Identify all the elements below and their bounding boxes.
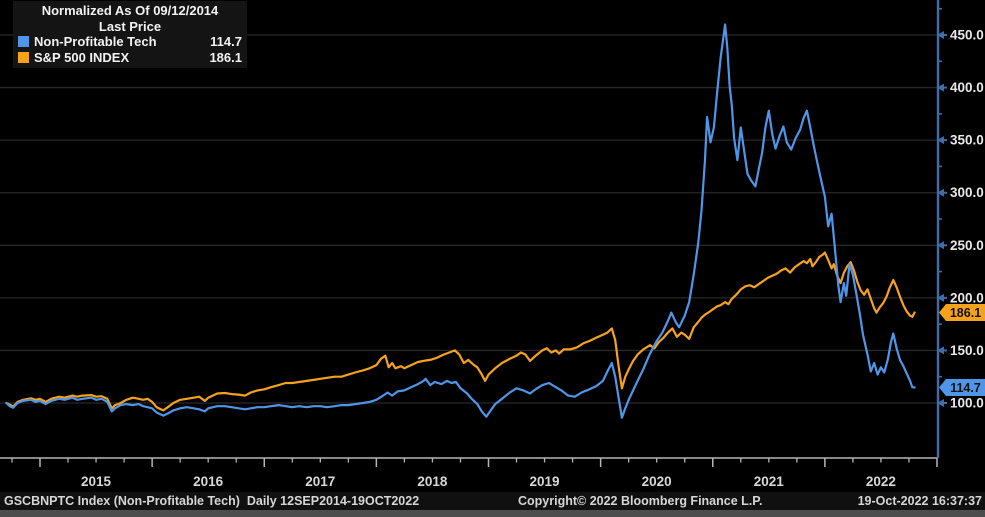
y-axis-tick-label: 100.0 [950,396,984,411]
x-axis-tick-label: 2020 [642,474,672,489]
footer-copyright: Copyright© 2022 Bloomberg Finance L.P. [518,494,763,508]
y-axis-tick-arrow [937,399,944,407]
x-axis-tick-label: 2017 [305,474,335,489]
y-axis-tick-label: 400.0 [950,80,984,95]
y-axis-tick-arrow [937,136,944,145]
legend-item-non-profitable-tech[interactable]: Non-Profitable Tech 114.7 [18,34,242,50]
y-axis-tick-label: 200.0 [950,290,984,305]
x-axis-tick-label: 2015 [81,474,112,489]
y-axis-tick-arrow [937,293,944,302]
last-price-tag [939,379,985,397]
x-axis-tick-label: 2019 [530,474,560,489]
last-price-tag-value: 186.1 [950,306,981,320]
x-axis-tick-label: 2022 [866,474,896,489]
legend-item-sp500[interactable]: S&P 500 INDEX 186.1 [18,50,242,66]
y-axis-tick-label: 250.0 [950,238,984,253]
y-axis-tick-arrow [937,31,944,40]
y-axis-tick-label: 150.0 [950,343,984,358]
series-swatch-blue [18,36,29,48]
y-axis-tick-label: 300.0 [950,185,984,200]
series-line-s-p-500-index [5,251,916,412]
chart-footer: GSCBNPTC Index (Non-Profitable Tech) Dai… [0,492,985,510]
footer-timestamp: 19-Oct-2022 16:37:37 [857,494,982,508]
legend-item-label: S&P 500 INDEX [34,49,130,65]
y-axis-tick-label: 350.0 [950,133,984,148]
series-line-non-profitable-tech [5,23,916,419]
legend-item-label: Non-Profitable Tech [34,34,157,49]
legend-title: Normalized As Of 09/12/2014 [41,3,219,18]
x-axis-tick-label: 2021 [754,474,785,489]
x-axis-tick-label: 2016 [193,474,224,489]
x-axis-tick-label: 2018 [417,474,448,489]
y-axis-tick-label: 450.0 [950,28,984,43]
footer-ticker-description: GSCBNPTC Index (Non-Profitable Tech) Dai… [4,494,420,508]
legend-subtitle: Last Price [98,18,162,34]
y-axis-tick-arrow [937,83,944,92]
chart-legend: Normalized As Of 09/12/2014 Last Price N… [13,1,247,68]
legend-item-value: 186.1 [209,49,242,65]
series-swatch-orange [18,51,29,63]
legend-item-value: 114.7 [210,34,242,49]
y-axis-tick-arrow [937,241,944,250]
y-axis-tick-arrow [937,188,944,197]
y-axis-tick-arrow [937,346,944,355]
last-price-tag-value: 114.7 [950,381,981,395]
window-bottom-edge [0,510,985,517]
last-price-tag [939,303,985,321]
